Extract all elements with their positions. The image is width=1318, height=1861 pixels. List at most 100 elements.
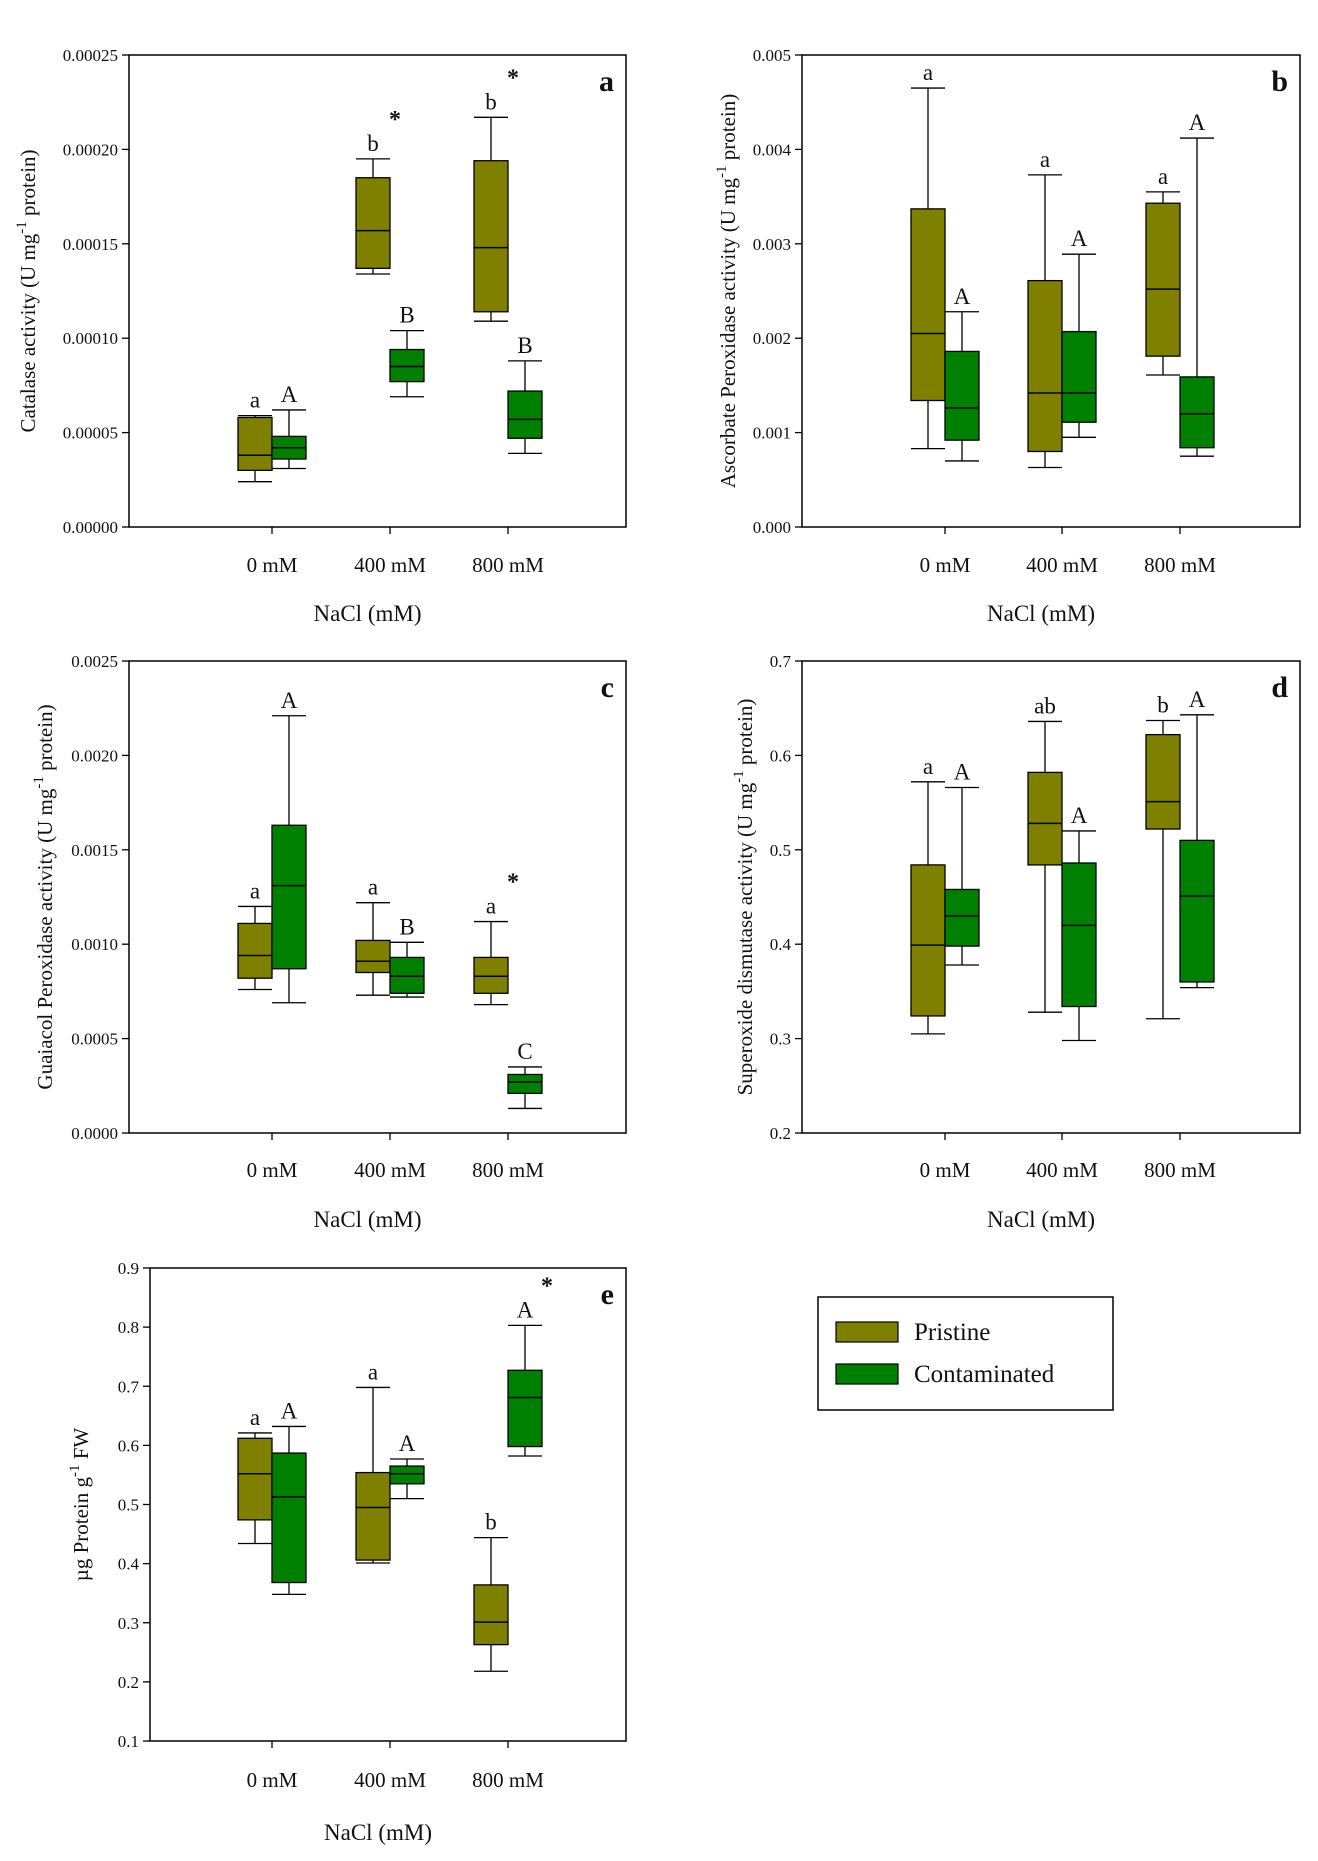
significance-letter: B — [399, 303, 414, 328]
significance-letter: B — [399, 914, 414, 939]
box-contaminated-2: C — [507, 1039, 543, 1110]
y-tick-label: 0.2 — [118, 1673, 139, 1692]
x-axis-title: NaCl (mM) — [324, 1820, 432, 1845]
box-pristine-2: b — [473, 1510, 509, 1672]
box-contaminated-1: A — [1061, 803, 1097, 1042]
significance-star: * — [507, 65, 519, 91]
box-iqr — [1145, 733, 1181, 830]
y-tick-label: 0.000 — [753, 518, 791, 537]
x-tick-label: 400 mM — [1026, 553, 1098, 577]
significance-letter: a — [250, 388, 260, 413]
y-axis-title: Superoxide dismutase activity (U mg-1 pr… — [731, 699, 757, 1096]
y-axis-title-main: µg Protein g — [69, 1476, 93, 1581]
y-tick-label: 0.003 — [753, 235, 791, 254]
significance-letter: ab — [1034, 693, 1056, 718]
box-pristine-2: a* — [473, 870, 519, 1006]
plot-frame — [128, 660, 627, 1134]
y-tick-label: 0.4 — [770, 935, 792, 954]
panel-letter: a — [599, 65, 614, 98]
x-tick-label: 400 mM — [354, 1768, 426, 1792]
y-tick-label: 0.6 — [118, 1436, 139, 1455]
y-axis-title-tail: protein) — [33, 704, 57, 776]
significance-letter: a — [368, 875, 378, 900]
y-tick-label: 0.00005 — [63, 424, 118, 443]
box-iqr — [1027, 771, 1063, 866]
y-axis-title: Ascorbate Peroxidase activity (U mg-1 pr… — [714, 94, 740, 488]
box-iqr — [1179, 839, 1215, 983]
chart-panel-b: 0.000 0.001 0.002 0.003 0.004 0.005 0 mM 400 mM… — [714, 46, 1301, 626]
y-tick-label: 0.004 — [753, 140, 792, 159]
y-tick-label: 0.8 — [118, 1318, 139, 1337]
y-axis-title-tail: protein) — [716, 94, 740, 166]
significance-letter: A — [954, 284, 971, 309]
significance-letter: a — [923, 60, 933, 85]
box-iqr — [271, 1452, 307, 1584]
panel-letter: d — [1271, 671, 1288, 704]
x-tick-label: 0 mM — [920, 1158, 971, 1182]
y-tick-label: 0.2 — [770, 1124, 791, 1143]
box-iqr — [1061, 330, 1097, 423]
legend-box — [817, 1296, 1114, 1411]
y-tick-label: 0.7 — [770, 652, 792, 671]
significance-letter: B — [517, 333, 532, 358]
x-axis-title: NaCl (mM) — [987, 601, 1095, 626]
box-pristine-1: a — [1027, 147, 1063, 469]
box-contaminated-2: A — [1179, 110, 1215, 457]
y-axis-title-main: Catalase activity (U mg — [16, 233, 40, 432]
x-axis-title: NaCl (mM) — [314, 601, 422, 626]
y-axis-title: µg Protein g-1 FW — [67, 1428, 93, 1582]
legend-label: Contaminated — [914, 1361, 1055, 1388]
box-iqr — [271, 824, 307, 970]
box-iqr — [473, 956, 509, 994]
box-contaminated-0: A — [271, 1398, 307, 1596]
y-tick-label: 0.0025 — [71, 652, 118, 671]
panel-letter: e — [601, 1278, 614, 1311]
y-tick-label: 0.6 — [770, 746, 791, 765]
y-axis-title-main: Ascorbate Peroxidase activity (U mg — [716, 178, 740, 489]
significance-letter: A — [1071, 803, 1088, 828]
y-tick-label: 0.0000 — [71, 1124, 118, 1143]
x-tick-label: 0 mM — [247, 1768, 298, 1792]
x-axis-title: NaCl (mM) — [987, 1207, 1095, 1232]
x-tick-label: 0 mM — [920, 553, 971, 577]
significance-letter: A — [281, 382, 298, 407]
significance-letter: b — [485, 1510, 497, 1535]
y-tick-label: 0.7 — [118, 1377, 140, 1396]
box-contaminated-1: B — [389, 303, 425, 398]
legend: Pristine Contaminated — [817, 1296, 1114, 1411]
y-tick-label: 0.005 — [753, 46, 791, 65]
significance-letter: a — [486, 894, 496, 919]
significance-star: * — [541, 1273, 553, 1299]
box-iqr — [507, 390, 543, 439]
significance-star: * — [389, 107, 401, 133]
y-axis-title-superscript: -1 — [14, 221, 30, 234]
y-axis-title-tail: FW — [69, 1428, 93, 1465]
box-iqr — [507, 1073, 543, 1095]
box-pristine-1: a — [355, 1359, 391, 1564]
significance-letter: A — [954, 759, 971, 784]
box-iqr — [507, 1369, 543, 1448]
box-pristine-1: a — [355, 875, 391, 996]
significance-letter: a — [1158, 164, 1168, 189]
chart-panel-d: 0.2 0.3 0.4 0.5 0.6 0.7 0 mM 400 mM 800 mM NaCl (… — [731, 652, 1301, 1232]
y-tick-label: 0.00010 — [63, 329, 118, 348]
y-tick-label: 0.5 — [118, 1496, 139, 1515]
significance-letter: A — [517, 1297, 534, 1322]
significance-star: * — [507, 870, 519, 896]
x-axis-title: NaCl (mM) — [314, 1207, 422, 1232]
box-contaminated-0: A — [271, 688, 307, 1004]
x-tick-label: 800 mM — [1144, 553, 1216, 577]
x-tick-label: 800 mM — [472, 1768, 544, 1792]
chart-panel-e: 0.1 0.2 0.3 0.4 0.5 0.6 0.7 0.8 0.9 0 mM 400 mM 800… — [67, 1259, 627, 1845]
y-axis-title-superscript: -1 — [67, 1464, 83, 1477]
box-iqr — [944, 350, 980, 441]
box-iqr — [473, 160, 509, 313]
box-pristine-0: a — [237, 388, 273, 483]
box-iqr — [355, 177, 391, 269]
box-iqr — [944, 888, 980, 947]
box-iqr — [1145, 202, 1181, 357]
box-iqr — [1061, 862, 1097, 1008]
chart-panel-c: 0.0000 0.0005 0.0010 0.0015 0.0020 0.0025 0 mM… — [31, 652, 627, 1232]
y-tick-label: 0.00015 — [63, 235, 118, 254]
significance-letter: A — [281, 1398, 298, 1423]
